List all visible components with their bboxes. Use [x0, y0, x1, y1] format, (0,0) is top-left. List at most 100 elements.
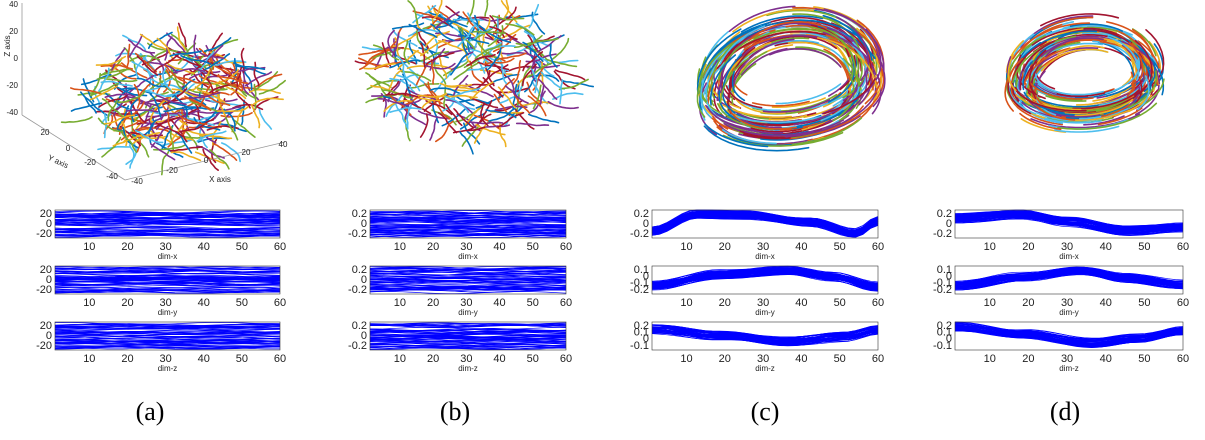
trajectory [445, 103, 463, 127]
trajectory [527, 37, 559, 47]
series-line [954, 217, 1184, 236]
trajectory [216, 75, 249, 84]
x-tick-label: 10 [984, 241, 996, 253]
series-line [954, 322, 1184, 340]
line-bundle [954, 321, 1184, 348]
trajectory [193, 34, 199, 60]
trajectory [404, 98, 432, 115]
trajectory [1101, 103, 1131, 118]
y-tick-label: 0 [46, 330, 52, 342]
trajectory [764, 16, 855, 43]
trajectory [402, 106, 427, 126]
trajectory [1137, 75, 1150, 111]
trajectory [113, 93, 129, 117]
y-tick-label: 0.1 [634, 327, 649, 339]
trajectory [858, 72, 872, 106]
series-line [369, 339, 567, 343]
x-tick-label: 60 [872, 297, 884, 309]
trajectory [491, 15, 525, 21]
trajectory [425, 100, 453, 116]
trajectory [512, 60, 522, 85]
x-tick-label: 20 [121, 241, 133, 253]
y-tick-label: -20 [36, 228, 52, 240]
x-tick-label: 60 [1177, 353, 1189, 365]
trajectory [521, 63, 537, 87]
trajectory [129, 54, 161, 62]
plot-frame [369, 265, 567, 295]
trajectory [162, 66, 172, 91]
x-axis-label: dim-x [1059, 252, 1079, 261]
trajectory [738, 28, 834, 50]
x-tick-label: 30 [757, 353, 769, 365]
trajectory [747, 20, 828, 42]
series-line [651, 329, 879, 344]
trajectory [1139, 78, 1165, 108]
trajectory [505, 13, 539, 19]
trajectory [464, 103, 483, 126]
series-line [54, 267, 281, 271]
trajectory [469, 50, 486, 74]
series-line [55, 346, 281, 350]
series-line [55, 337, 281, 341]
trajectory [731, 70, 746, 102]
trajectory [95, 55, 127, 66]
line-bundle [54, 266, 281, 294]
trajectory [462, 11, 480, 34]
trajectory [472, 70, 491, 91]
trajectory [232, 63, 244, 88]
panel-caption: (a) [136, 397, 165, 426]
x-tick-label: 20 [1022, 241, 1034, 253]
x-tick-label: 10 [984, 353, 996, 365]
trajectory [1129, 52, 1138, 86]
x-tick-label: 10 [680, 353, 692, 365]
trajectory [428, 11, 454, 29]
trajectory [740, 15, 824, 33]
series-line [369, 224, 567, 228]
y-tick-label: 0 [361, 274, 367, 286]
trajectory [1016, 90, 1087, 112]
trajectory [1074, 98, 1134, 117]
trajectory [389, 33, 418, 48]
x-tick-label: -40 [131, 177, 143, 186]
series-line [369, 329, 567, 333]
trajectory [244, 71, 273, 87]
trajectory [513, 34, 543, 49]
trajectory [395, 74, 421, 92]
trajectory [196, 130, 227, 142]
trajectory [842, 56, 870, 99]
y-tick-label: 0 [946, 333, 952, 345]
series-line [54, 329, 281, 333]
series-line [369, 327, 566, 330]
series-line [954, 324, 1184, 341]
trajectory [135, 55, 148, 79]
x-tick-label: 20 [1022, 297, 1034, 309]
x-tick-label: 30 [460, 241, 472, 253]
y-tick-label: 0 [361, 330, 367, 342]
x-tick-label: 30 [460, 353, 472, 365]
series-line [54, 220, 281, 224]
trajectory [128, 93, 158, 107]
trajectory [813, 6, 865, 28]
x-tick-label: 50 [236, 353, 248, 365]
trajectory [777, 40, 851, 72]
series-line [369, 224, 567, 228]
trajectory [212, 143, 238, 161]
x-tick-label: 20 [121, 353, 133, 365]
series-line [369, 289, 567, 293]
series-line [54, 214, 281, 218]
trajectory [750, 126, 809, 133]
y-tick-label: 0 [46, 218, 52, 230]
x-tick-label: 10 [83, 297, 95, 309]
trajectory [475, 123, 506, 136]
series-line [369, 274, 567, 278]
series-line [651, 332, 879, 347]
trajectory [97, 117, 125, 133]
series-line [955, 268, 1183, 286]
x-tick-label: 20 [427, 241, 439, 253]
series-line [651, 326, 879, 339]
plot-frame [954, 321, 1184, 351]
x-tick-label: 20 [719, 353, 731, 365]
trajectory [389, 59, 421, 69]
x-tick-label: 40 [493, 297, 505, 309]
trajectory [172, 67, 206, 74]
